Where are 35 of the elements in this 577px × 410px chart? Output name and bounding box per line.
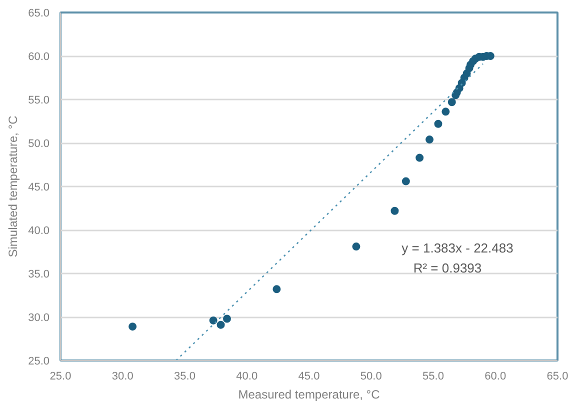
point [128,322,137,331]
point [402,177,410,186]
y-tick-label: 35.0 [28,268,50,280]
point [448,98,456,106]
y-tick-label: 30.0 [28,312,50,324]
x-axis-title: Measured temperature, °C [238,388,380,402]
x-tick-label: 55.0 [422,370,444,382]
x-tick-label: 50.0 [360,370,382,382]
y-axis-title: Simulated temperature, °C [6,115,20,258]
x-tick-label: 45.0 [298,370,320,382]
point [442,108,450,116]
point [272,285,281,294]
y-tick-label: 25.0 [28,356,50,368]
y-tick-label: 40.0 [28,225,50,237]
x-tick-label: 35.0 [174,370,196,382]
point [352,242,360,251]
point [209,316,218,324]
x-tick-label: 60.0 [484,370,506,382]
point [216,320,225,329]
y-tick-label: 50.0 [28,138,50,150]
point [434,120,442,128]
point [426,136,434,144]
x-tick-label: 25.0 [50,370,72,382]
y-tick-label: 45.0 [28,182,50,194]
point [390,206,399,215]
annotation: y = 1.383x - 22.483 [402,240,514,256]
y-tick-label: 60.0 [28,51,50,63]
point [222,314,231,323]
x-tick-label: 30.0 [112,370,134,382]
y-tick-label: 65.0 [28,8,50,20]
y-tick-label: 55.0 [28,94,50,106]
annotation: R² = 0.9393 [413,260,482,276]
x-tick-label: 65.0 [546,370,568,382]
point [416,154,424,162]
x-tick-label: 40.0 [236,370,258,382]
